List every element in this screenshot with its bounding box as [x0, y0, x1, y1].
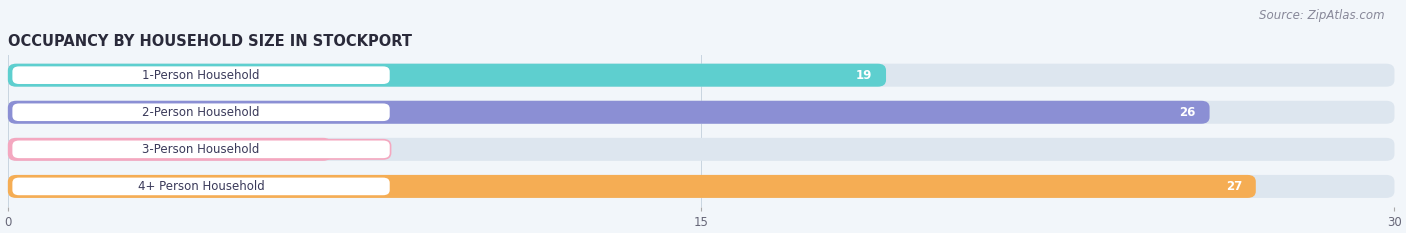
Text: 3-Person Household: 3-Person Household	[142, 143, 260, 156]
FancyBboxPatch shape	[8, 138, 1395, 161]
FancyBboxPatch shape	[8, 138, 332, 161]
Text: Source: ZipAtlas.com: Source: ZipAtlas.com	[1260, 9, 1385, 22]
Text: 2-Person Household: 2-Person Household	[142, 106, 260, 119]
FancyBboxPatch shape	[8, 175, 1256, 198]
FancyBboxPatch shape	[8, 64, 886, 87]
FancyBboxPatch shape	[11, 65, 391, 85]
Text: 7: 7	[309, 143, 318, 156]
FancyBboxPatch shape	[11, 103, 391, 122]
FancyBboxPatch shape	[11, 140, 391, 159]
Text: 4+ Person Household: 4+ Person Household	[138, 180, 264, 193]
Text: 19: 19	[856, 69, 872, 82]
Text: 1-Person Household: 1-Person Household	[142, 69, 260, 82]
FancyBboxPatch shape	[8, 101, 1395, 124]
FancyBboxPatch shape	[8, 101, 1209, 124]
Text: 27: 27	[1226, 180, 1241, 193]
FancyBboxPatch shape	[8, 64, 1395, 87]
FancyBboxPatch shape	[11, 177, 391, 196]
Text: OCCUPANCY BY HOUSEHOLD SIZE IN STOCKPORT: OCCUPANCY BY HOUSEHOLD SIZE IN STOCKPORT	[8, 34, 412, 49]
Text: 26: 26	[1180, 106, 1195, 119]
FancyBboxPatch shape	[8, 175, 1395, 198]
